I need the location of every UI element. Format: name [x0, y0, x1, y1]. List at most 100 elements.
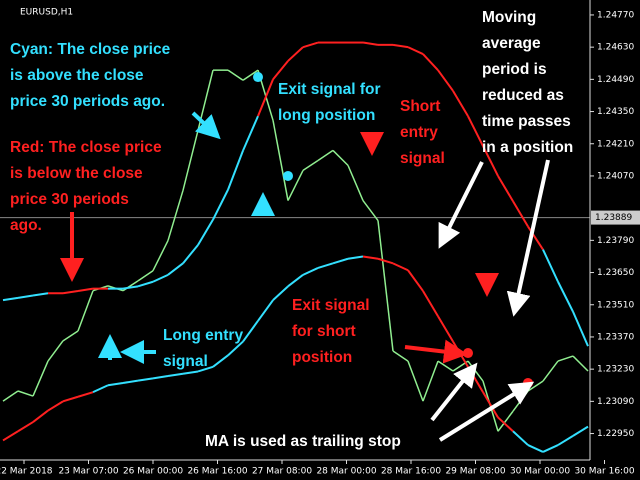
- series-segment: [182, 130, 199, 191]
- series-segment: [137, 270, 154, 282]
- series-segment: [392, 43, 409, 49]
- series-segment: [407, 360, 424, 402]
- series-segment: [392, 262, 409, 272]
- series-segment: [542, 444, 559, 453]
- y-tick-label: 1.23370: [597, 332, 634, 342]
- series-segment: [467, 115, 484, 147]
- annotation: price 30 periods: [10, 191, 129, 208]
- series-segment: [167, 190, 184, 241]
- series-segment: [182, 370, 199, 375]
- series-segment: [557, 281, 574, 313]
- series-segment: [182, 244, 199, 264]
- series-segment: [482, 391, 499, 418]
- x-tick-label: 23 Mar 07:00: [58, 467, 118, 477]
- annotation: long position: [278, 107, 375, 124]
- x-tick-label: 26 Mar 16:00: [187, 467, 247, 477]
- series-segment: [347, 255, 364, 260]
- annotation: Moving: [482, 9, 536, 26]
- annotation: in a position: [482, 139, 573, 156]
- series-segment: [152, 375, 169, 380]
- series-segment: [422, 360, 439, 402]
- series-segment: [17, 421, 34, 433]
- series-segment: [272, 285, 289, 301]
- series-segment: [2, 296, 19, 302]
- series-segment: [167, 372, 184, 378]
- series-segment: [17, 390, 34, 397]
- series-segment: [482, 145, 499, 177]
- y-tick-label: 1.23510: [597, 300, 634, 310]
- x-tick-label: 28 Mar 00:00: [316, 467, 376, 477]
- x-tick-label: 22 Mar 2018: [0, 467, 53, 477]
- series-segment: [242, 320, 259, 343]
- series-segment: [242, 115, 259, 152]
- series-segment: [497, 410, 514, 432]
- y-tick-label: 1.23650: [597, 268, 634, 278]
- series-segment: [317, 262, 334, 269]
- y-tick-label: 1.24490: [597, 75, 634, 85]
- series-segment: [77, 287, 94, 292]
- series-segment: [152, 240, 169, 272]
- signal-marker: [283, 170, 293, 181]
- series-segment: [32, 360, 49, 397]
- series-segment: [557, 434, 574, 446]
- series-segment: [197, 219, 214, 246]
- y-tick-label: 1.24210: [597, 139, 634, 149]
- series-segment: [362, 41, 379, 46]
- series-segment: [332, 149, 349, 166]
- annotation: signal: [163, 353, 208, 370]
- series-segment: [2, 430, 19, 442]
- series-segment: [122, 379, 139, 384]
- annotation: Exit signal for: [278, 81, 381, 98]
- annotation: Long entry: [163, 327, 243, 344]
- series-segment: [62, 395, 79, 403]
- series-segment: [302, 159, 319, 172]
- series-segment: [212, 189, 229, 221]
- annotation: Short: [400, 98, 440, 115]
- annotation: is above the close: [10, 67, 144, 84]
- series-segment: [377, 257, 394, 265]
- series-segment: [332, 257, 349, 265]
- series-segment: [407, 269, 424, 292]
- series-segment: [152, 273, 169, 283]
- series-segment: [572, 425, 589, 437]
- series-segment: [32, 292, 49, 297]
- series-segment: [422, 53, 439, 71]
- series-segment: [377, 220, 394, 352]
- series-segment: [92, 384, 109, 394]
- annotation: Exit signal: [292, 297, 370, 314]
- arrow: [506, 159, 550, 317]
- arrow: [404, 339, 468, 364]
- annotation: position: [292, 349, 352, 366]
- series-segment: [452, 90, 469, 117]
- y-tick-label: 1.24770: [597, 10, 634, 20]
- series-segment: [527, 444, 544, 453]
- series-segment: [197, 365, 214, 373]
- annotation: signal: [400, 150, 445, 167]
- annotation: Cyan: The close price: [10, 41, 171, 58]
- series-segment: [47, 340, 64, 362]
- y-tick-label: 1.24350: [597, 107, 634, 117]
- x-tick-label: 28 Mar 16:00: [381, 467, 441, 477]
- y-tick-label: 1.23790: [597, 236, 634, 246]
- series-segment: [512, 430, 529, 446]
- series-segment: [32, 409, 49, 423]
- series-segment: [302, 267, 319, 276]
- series-segment: [302, 41, 319, 49]
- signal-marker: [463, 348, 473, 359]
- annotation: MA is used as trailing stop: [205, 433, 401, 450]
- y-tick-label: 1.23230: [597, 365, 634, 375]
- series-segment: [572, 355, 589, 372]
- x-tick-label: 27 Mar 08:00: [252, 467, 312, 477]
- series-segment: [17, 294, 34, 299]
- current-price-box: [591, 210, 640, 225]
- series-segment: [77, 290, 94, 332]
- series-segment: [437, 360, 454, 372]
- y-tick-label: 1.23090: [597, 397, 634, 407]
- series-segment: [557, 355, 574, 362]
- arrow: [430, 362, 478, 422]
- annotation: Red: The close price: [10, 139, 162, 156]
- signal-marker: [253, 72, 263, 83]
- series-segment: [167, 262, 184, 276]
- x-tick-label: 30 Mar 16:00: [574, 467, 634, 477]
- series-segment: [572, 311, 589, 347]
